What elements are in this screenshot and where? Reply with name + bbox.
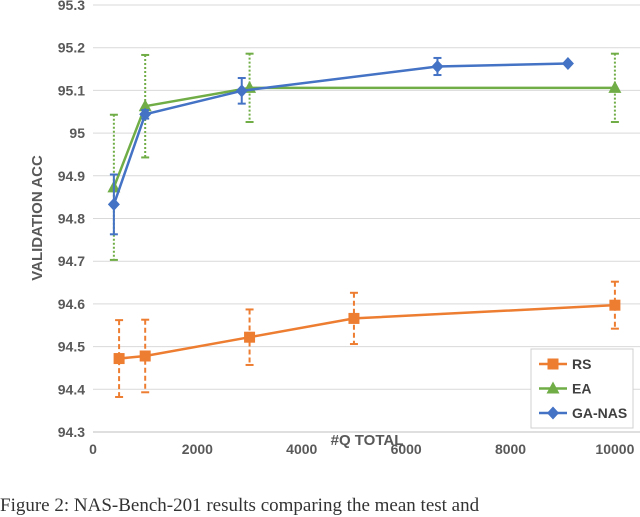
legend-marker [547,358,559,370]
series-line [112,62,568,205]
y-tick-label: 95.3 [58,0,85,13]
series-line [112,86,615,188]
data-point [608,80,622,93]
gridlines [93,4,640,433]
y-tick-label: 94.4 [58,381,85,397]
legend-label: GA-NAS [572,405,627,421]
x-tick-labels: 0 2000 4000 6000 8000 10000 [89,441,634,457]
data-point [138,99,152,112]
legend-label: RS [572,356,591,372]
legend-label: EA [572,381,591,397]
chart: 0 2000 4000 6000 8000 10000 94.394.494.594.69… [29,0,640,457]
y-tick-label: 95.2 [58,40,85,56]
y-tick-label: 95.1 [58,82,85,98]
series-ea [107,52,622,261]
y-tick-label: 94.9 [58,168,85,184]
legend-marker [546,381,560,394]
series-layer [107,52,622,398]
x-tick-label: 2000 [182,441,213,457]
series-rs [113,280,621,398]
y-tick-label: 94.8 [58,211,85,227]
data-point [139,350,151,362]
data-point [431,59,444,73]
data-point [244,331,256,343]
data-point [139,107,152,121]
y-tick-labels: 94.3 94.4 94.5 94.6 94.7 94.8 94.9 95 95.1 95.2 95… [58,0,85,440]
x-tick-label: 6000 [391,441,422,457]
y-tick-label: 94.3 [58,424,85,440]
y-tick-label: 94.6 [58,296,85,312]
x-axis-title: #Q TOTAL [331,432,404,449]
x-tick-label: 8000 [495,441,526,457]
data-point [348,312,360,324]
data-point [561,56,574,70]
y-tick-label: 94.5 [58,339,85,355]
data-point [609,299,621,311]
y-tick-label: 95 [69,125,85,141]
x-tick-label: 0 [89,441,97,457]
legend: RS EA GA-NAS [530,348,634,429]
data-point [107,197,120,211]
legend-marker [547,406,559,420]
data-point [113,353,125,365]
y-axis-title: VALIDATION ACC [29,155,46,281]
x-tick-label: 4000 [286,441,317,457]
figure-caption: Figure 2: NAS-Bench-201 results comparin… [0,495,480,516]
data-point [235,84,248,98]
y-tick-label: 94.7 [58,253,85,269]
x-tick-label: 10000 [595,441,634,457]
series-ga-nas [107,56,574,236]
